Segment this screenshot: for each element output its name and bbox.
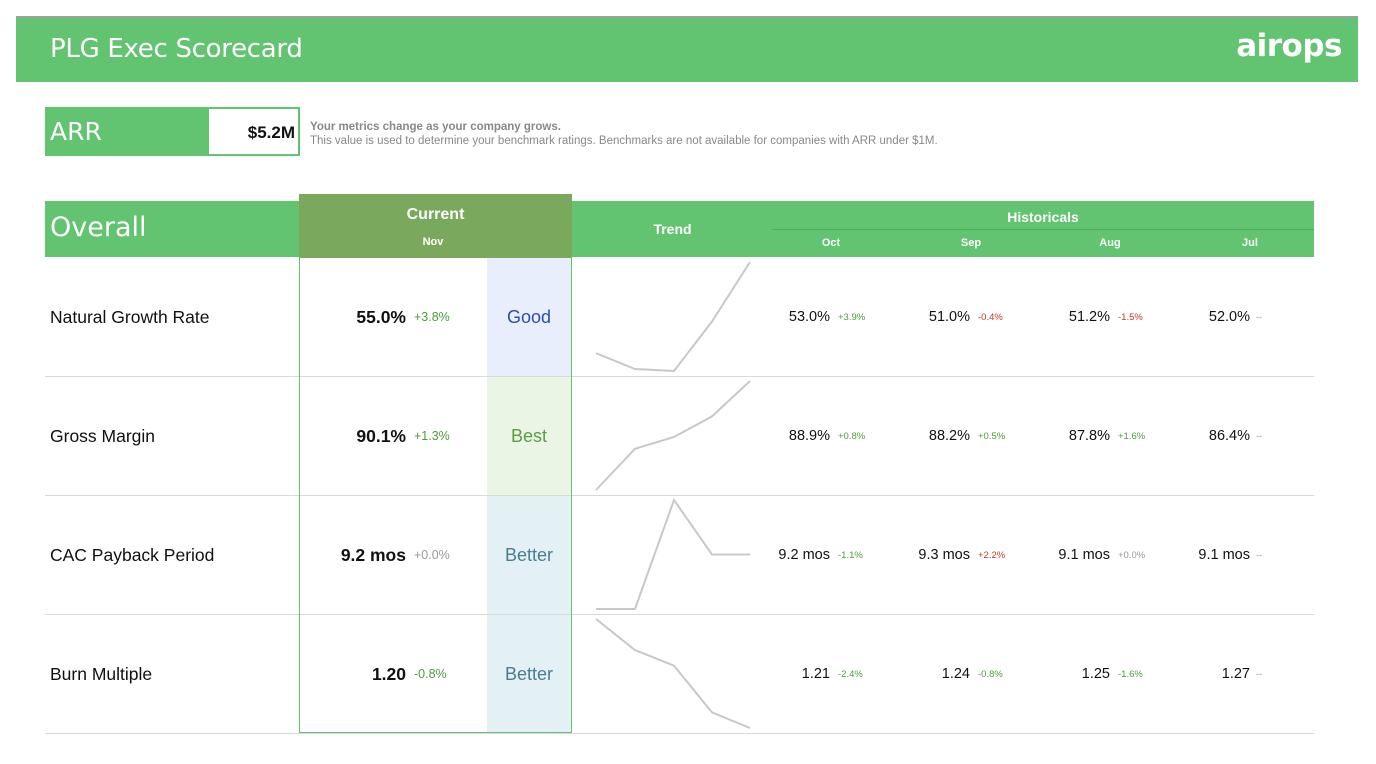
historical-value: 9.3 mos xyxy=(918,547,970,563)
page-title: PLG Exec Scorecard xyxy=(50,34,303,64)
rating-label: Better xyxy=(504,664,554,684)
arr-label: ARR xyxy=(50,117,102,146)
arr-note-text: This value is used to determine your ben… xyxy=(310,135,938,147)
current-title: Current xyxy=(406,206,465,223)
current-value: 1.20 xyxy=(371,664,406,684)
arr-note-heading: Your metrics change as your company grow… xyxy=(310,121,561,133)
rating-label: Best xyxy=(510,426,548,446)
historical-value: 53.0% xyxy=(788,309,830,325)
section-title: Overall xyxy=(50,212,147,243)
current-value: 9.2 mos xyxy=(340,545,406,565)
historical-delta: -0.4% xyxy=(978,312,1003,323)
historical-value: 1.24 xyxy=(941,666,970,682)
row-divider xyxy=(45,495,1314,496)
arr-note: Your metrics change as your company grow… xyxy=(310,120,938,148)
historical-month: Sep xyxy=(960,237,982,249)
historical-delta: -- xyxy=(1256,669,1263,680)
trend-sparkline xyxy=(595,380,751,491)
metric-label: Burn Multiple xyxy=(50,664,153,684)
header-banner: PLG Exec Scorecard airops xyxy=(16,18,1358,82)
current-delta: +0.0% xyxy=(414,548,450,562)
current-value: 90.1% xyxy=(356,426,406,446)
metric-label: Natural Growth Rate xyxy=(50,307,210,327)
historicals-header: Historicals xyxy=(1007,209,1079,225)
row-divider xyxy=(45,376,1314,377)
current-delta: +1.3% xyxy=(414,429,450,443)
historical-value: 9.1 mos xyxy=(1198,547,1250,563)
current-month: Nov xyxy=(422,236,444,248)
historical-delta: -2.4% xyxy=(838,669,863,680)
trend-line xyxy=(595,380,751,491)
historical-value: 9.1 mos xyxy=(1058,547,1110,563)
trend-line xyxy=(595,261,751,373)
historical-delta: +3.9% xyxy=(838,312,866,323)
rating-label: Better xyxy=(504,545,554,565)
historical-value: 87.8% xyxy=(1068,428,1110,444)
arr-box: ARR $5.2M xyxy=(45,107,300,156)
historical-value: 51.0% xyxy=(928,309,970,325)
historical-value: 52.0% xyxy=(1208,309,1250,325)
historical-delta: -- xyxy=(1256,312,1263,323)
rating-cell: Better xyxy=(487,615,571,733)
rating-cell: Best xyxy=(487,377,571,495)
historical-value: 9.2 mos xyxy=(778,547,830,563)
historical-month: Aug xyxy=(1099,237,1121,249)
row-divider xyxy=(45,733,1314,734)
metric-label: Gross Margin xyxy=(50,426,156,446)
arr-value-field[interactable]: $5.2M xyxy=(209,109,298,154)
current-value: 55.0% xyxy=(356,307,406,327)
historical-delta: -1.1% xyxy=(838,550,863,561)
historicals-divider xyxy=(772,229,1314,230)
historical-value: 88.2% xyxy=(928,428,970,444)
trend-column-header: Trend xyxy=(653,221,692,237)
historical-delta: +0.0% xyxy=(1118,550,1146,561)
historical-month: Jul xyxy=(1242,237,1258,249)
trend-sparkline xyxy=(595,261,751,373)
historical-delta: -- xyxy=(1256,550,1263,561)
historical-value: 86.4% xyxy=(1208,428,1250,444)
arr-value: $5.2M xyxy=(247,123,295,142)
trend-line xyxy=(595,618,751,729)
current-column-header: Current Nov xyxy=(299,194,572,258)
historical-delta: +0.5% xyxy=(978,431,1006,442)
current-column-frame xyxy=(299,257,572,733)
historical-value: 1.25 xyxy=(1081,666,1110,682)
trend-sparkline xyxy=(596,497,750,610)
historical-delta: -- xyxy=(1256,431,1263,442)
rating-cell: Better xyxy=(487,496,571,614)
historical-value: 88.9% xyxy=(788,428,830,444)
historical-value: 1.27 xyxy=(1221,666,1250,682)
historical-value: 51.2% xyxy=(1068,309,1110,325)
historical-delta: -1.5% xyxy=(1118,312,1143,323)
current-delta: +3.8% xyxy=(414,310,450,324)
trend-sparkline xyxy=(595,618,751,729)
historical-delta: +1.6% xyxy=(1118,431,1146,442)
historical-delta: +0.8% xyxy=(838,431,866,442)
trend-line xyxy=(596,497,750,610)
historical-delta: +2.2% xyxy=(978,550,1006,561)
current-delta: -0.8% xyxy=(414,667,447,681)
top-border-line xyxy=(16,16,1358,18)
airops-logo: airops xyxy=(1236,28,1342,64)
historical-delta: -1.6% xyxy=(1118,669,1143,680)
rating-label: Good xyxy=(506,307,552,327)
historical-month: Oct xyxy=(821,237,841,249)
historical-delta: -0.8% xyxy=(978,669,1003,680)
row-divider xyxy=(45,614,1314,615)
historical-value: 1.21 xyxy=(801,666,830,682)
metric-label: CAC Payback Period xyxy=(50,545,215,565)
rating-cell: Good xyxy=(487,258,571,376)
